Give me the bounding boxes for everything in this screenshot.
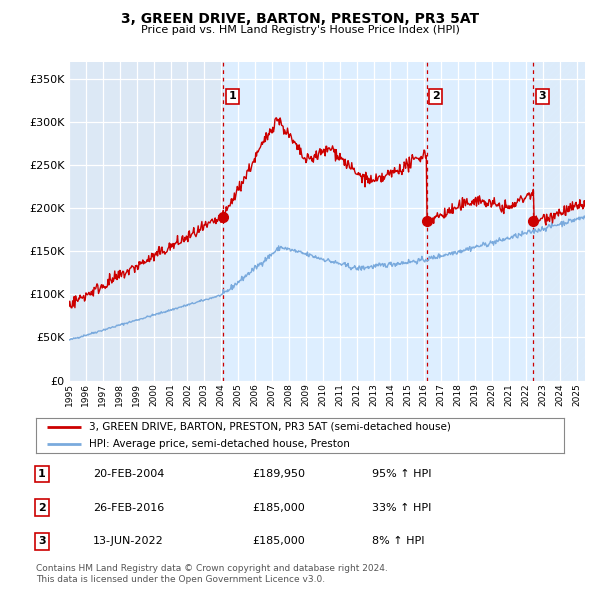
Text: 2009: 2009 (301, 384, 310, 407)
Text: 2003: 2003 (200, 384, 209, 407)
Text: 2010: 2010 (318, 384, 327, 407)
Text: £185,000: £185,000 (252, 536, 305, 546)
Text: 2021: 2021 (505, 384, 514, 407)
Text: 2017: 2017 (437, 384, 446, 407)
Text: 1999: 1999 (132, 384, 141, 407)
Text: 33% ↑ HPI: 33% ↑ HPI (372, 503, 431, 513)
Text: 1: 1 (38, 469, 46, 479)
Bar (427, 62, 533, 381)
Text: 2016: 2016 (420, 384, 429, 407)
Text: 95% ↑ HPI: 95% ↑ HPI (372, 469, 431, 479)
Text: 1: 1 (229, 91, 236, 101)
Bar (533, 62, 585, 381)
Text: Price paid vs. HM Land Registry's House Price Index (HPI): Price paid vs. HM Land Registry's House … (140, 25, 460, 35)
Text: 2018: 2018 (454, 384, 463, 407)
Text: 2020: 2020 (487, 384, 496, 407)
Text: 13-JUN-2022: 13-JUN-2022 (93, 536, 164, 546)
Bar (223, 62, 427, 381)
Text: 2015: 2015 (403, 384, 412, 407)
Text: 8% ↑ HPI: 8% ↑ HPI (372, 536, 425, 546)
Text: 26-FEB-2016: 26-FEB-2016 (93, 503, 164, 513)
Text: 20-FEB-2004: 20-FEB-2004 (93, 469, 164, 479)
Text: HPI: Average price, semi-detached house, Preston: HPI: Average price, semi-detached house,… (89, 440, 350, 449)
Text: 2025: 2025 (572, 384, 581, 407)
Text: 2023: 2023 (538, 384, 547, 407)
Text: 2011: 2011 (335, 384, 344, 407)
Text: 3, GREEN DRIVE, BARTON, PRESTON, PR3 5AT (semi-detached house): 3, GREEN DRIVE, BARTON, PRESTON, PR3 5AT… (89, 422, 451, 431)
Text: 1996: 1996 (82, 384, 91, 407)
Text: 2008: 2008 (284, 384, 293, 407)
Text: 2000: 2000 (149, 384, 158, 407)
Text: 2019: 2019 (470, 384, 479, 407)
Text: 1997: 1997 (98, 384, 107, 407)
Text: 2014: 2014 (386, 384, 395, 407)
Text: 1998: 1998 (115, 384, 124, 407)
Text: 2002: 2002 (183, 384, 192, 407)
Text: 1995: 1995 (65, 384, 74, 407)
Text: 2006: 2006 (251, 384, 260, 407)
Text: 2024: 2024 (555, 384, 564, 406)
Text: £189,950: £189,950 (252, 469, 305, 479)
Text: £185,000: £185,000 (252, 503, 305, 513)
Text: Contains HM Land Registry data © Crown copyright and database right 2024.: Contains HM Land Registry data © Crown c… (36, 565, 388, 573)
Text: 2007: 2007 (268, 384, 277, 407)
Text: 2: 2 (38, 503, 46, 513)
Text: 3: 3 (538, 91, 546, 101)
Text: 2013: 2013 (369, 384, 378, 407)
Text: 2: 2 (432, 91, 440, 101)
Text: This data is licensed under the Open Government Licence v3.0.: This data is licensed under the Open Gov… (36, 575, 325, 584)
Text: 2001: 2001 (166, 384, 175, 407)
Text: 3: 3 (38, 536, 46, 546)
Text: 2004: 2004 (217, 384, 226, 407)
Text: 3, GREEN DRIVE, BARTON, PRESTON, PR3 5AT: 3, GREEN DRIVE, BARTON, PRESTON, PR3 5AT (121, 12, 479, 26)
Text: 2005: 2005 (233, 384, 242, 407)
Text: 2022: 2022 (521, 384, 530, 406)
Text: 2012: 2012 (352, 384, 361, 407)
